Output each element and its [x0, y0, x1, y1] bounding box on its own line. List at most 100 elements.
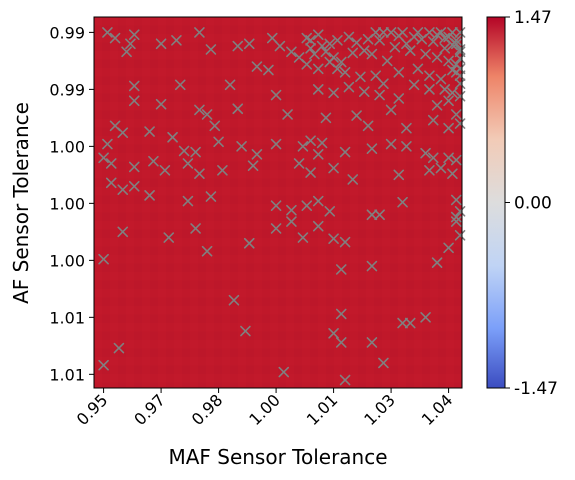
y-tick-label: 1.00 — [49, 194, 85, 213]
marker — [105, 177, 117, 189]
marker — [102, 138, 113, 150]
marker — [420, 48, 431, 60]
marker — [450, 216, 462, 227]
marker — [286, 46, 297, 58]
marker — [454, 70, 466, 81]
heatmap-area — [94, 17, 462, 388]
marker — [393, 93, 405, 104]
marker — [443, 55, 454, 67]
marker — [286, 216, 297, 227]
marker — [286, 204, 297, 216]
marker — [105, 158, 117, 169]
marker — [454, 27, 466, 38]
marker — [385, 27, 397, 38]
marker — [454, 44, 466, 55]
marker — [174, 79, 186, 91]
colorbar: 1.47 0.00 -1.47 — [486, 8, 558, 399]
marker — [117, 226, 129, 238]
marker — [312, 63, 324, 75]
marker — [358, 86, 370, 97]
marker — [335, 337, 347, 348]
marker — [324, 38, 336, 50]
marker — [378, 27, 389, 38]
marker — [309, 48, 320, 60]
marker — [454, 53, 466, 64]
marker — [270, 138, 282, 150]
marker — [450, 194, 462, 206]
marker — [316, 137, 328, 149]
marker — [243, 38, 255, 50]
marker — [385, 104, 397, 116]
marker — [435, 27, 447, 38]
marker — [447, 27, 458, 38]
marker — [324, 206, 336, 217]
marker — [217, 165, 228, 176]
marker — [243, 237, 255, 249]
marker — [374, 35, 385, 46]
marker — [335, 56, 347, 68]
marker — [393, 169, 405, 181]
marker — [125, 38, 136, 50]
marker — [113, 342, 125, 354]
y-tick-label: 0.99 — [49, 23, 85, 42]
marker — [412, 27, 424, 38]
marker — [171, 35, 182, 46]
marker — [247, 160, 259, 172]
colorbar-gradient — [486, 16, 506, 389]
marker — [443, 242, 454, 254]
marker — [450, 109, 462, 120]
marker — [328, 327, 339, 339]
marker — [366, 260, 378, 272]
marker — [312, 149, 324, 160]
marker — [374, 209, 385, 221]
marker — [312, 84, 324, 95]
marker — [201, 109, 213, 120]
marker — [424, 84, 435, 95]
marker — [297, 232, 309, 243]
marker — [378, 78, 389, 89]
marker — [427, 152, 439, 164]
marker — [447, 168, 458, 180]
marker — [148, 155, 159, 167]
marker — [339, 236, 351, 248]
marker — [420, 147, 431, 159]
marker — [312, 220, 324, 232]
marker — [397, 27, 408, 38]
marker — [385, 138, 397, 150]
marker — [98, 253, 109, 265]
marker — [401, 141, 412, 152]
marker — [155, 38, 167, 50]
marker — [366, 209, 378, 221]
marker — [431, 257, 443, 268]
marker — [102, 27, 113, 38]
x-tick-label: 1.01 — [303, 390, 342, 429]
marker — [312, 29, 324, 40]
marker — [98, 359, 109, 371]
marker — [332, 35, 343, 46]
colorbar-tick-label: 0.00 — [514, 194, 552, 214]
marker — [328, 87, 339, 99]
marker — [424, 165, 435, 176]
marker — [355, 71, 366, 83]
marker — [401, 122, 412, 134]
marker — [305, 135, 316, 146]
marker — [144, 126, 155, 137]
marker — [328, 233, 339, 244]
marker — [420, 312, 431, 323]
marker — [339, 66, 351, 78]
x-axis-title: MAF Sensor Tolerance — [168, 445, 387, 469]
marker-layer — [98, 27, 466, 386]
marker — [404, 317, 416, 329]
marker — [347, 174, 359, 185]
marker — [332, 63, 343, 75]
marker — [431, 100, 443, 111]
marker — [305, 167, 316, 178]
marker — [236, 141, 247, 152]
marker — [412, 63, 424, 75]
marker — [190, 223, 201, 234]
marker — [117, 184, 129, 195]
marker — [370, 27, 382, 38]
marker — [454, 78, 466, 89]
marker — [378, 357, 389, 369]
